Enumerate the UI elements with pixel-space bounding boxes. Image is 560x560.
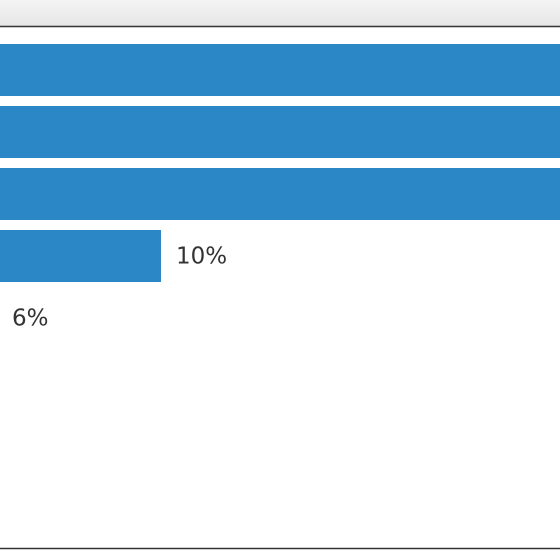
header-strip [0,0,560,26]
value-label: 10% [176,244,227,270]
bar [0,168,560,220]
bar [0,230,161,282]
plot-area: 10% 6% [0,44,560,332]
bar [0,106,560,158]
bar [0,44,560,96]
value-label: 6% [12,306,49,332]
